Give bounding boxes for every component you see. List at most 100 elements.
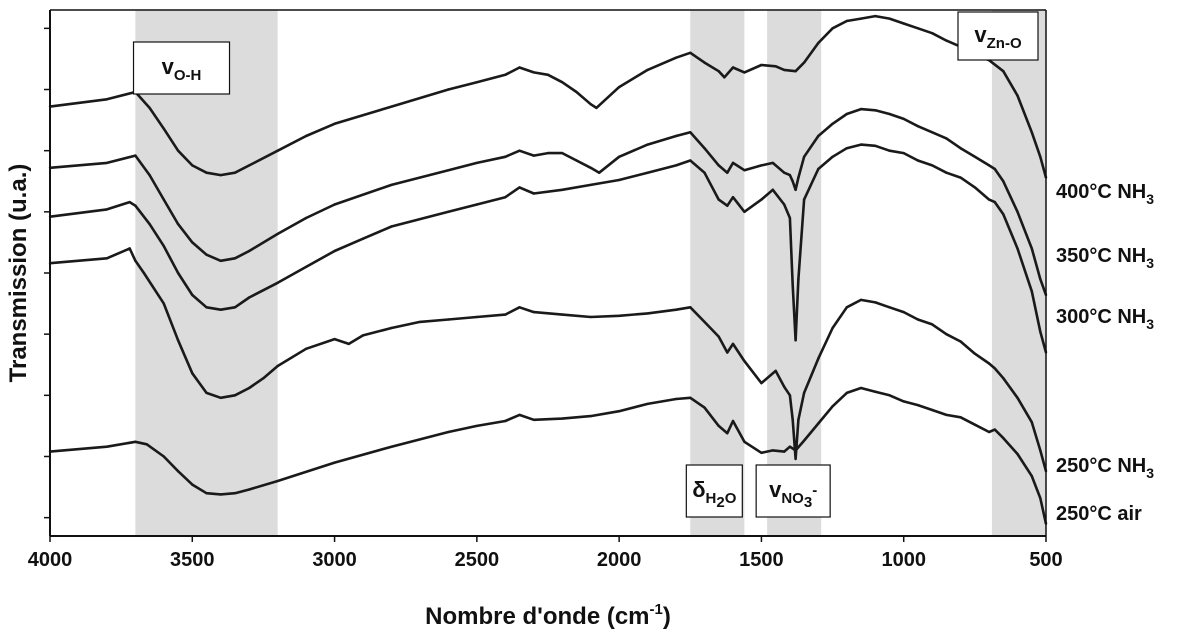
- data-point: [646, 402, 649, 406]
- data-point: [802, 391, 806, 395]
- data-point: [589, 103, 592, 106]
- data-point: [760, 198, 763, 201]
- data-point: [447, 318, 450, 321]
- data-point: [1002, 436, 1005, 440]
- series-lines: [48, 14, 1048, 525]
- data-point: [902, 310, 905, 314]
- data-point: [219, 308, 222, 311]
- data-point: [504, 419, 507, 423]
- data-point: [447, 210, 450, 213]
- data-point: [595, 106, 598, 110]
- data-point: [783, 171, 786, 174]
- data-point: [973, 155, 977, 158]
- data-point: [743, 359, 746, 363]
- data-point: [802, 155, 806, 158]
- data-point: [817, 41, 820, 45]
- x-tick-label: 1000: [881, 549, 926, 571]
- annotation-frame: [957, 11, 1039, 61]
- data-point: [931, 131, 934, 134]
- annotations: vO-H δH2O vNO3- vZn-O: [132, 11, 1039, 518]
- data-point: [987, 430, 991, 434]
- data-point: [1016, 94, 1019, 97]
- data-point: [703, 406, 706, 409]
- data-point: [561, 151, 564, 155]
- x-axis-title-sup: -1: [650, 601, 663, 618]
- data-point: [916, 27, 920, 30]
- data-point: [162, 127, 165, 130]
- data-point: [859, 386, 863, 390]
- data-point: [689, 51, 692, 54]
- data-point: [134, 154, 137, 157]
- data-point: [248, 488, 251, 491]
- data-point: [148, 106, 151, 110]
- data-point: [802, 198, 806, 201]
- data-point: [390, 225, 393, 228]
- data-point: [902, 151, 905, 155]
- data-point: [176, 339, 180, 342]
- data-point: [304, 134, 308, 138]
- data-point: [128, 247, 131, 250]
- data-point: [447, 430, 450, 434]
- data-point: [347, 342, 350, 346]
- data-point: [987, 362, 991, 365]
- x-axis-title-main: Nombre d'onde (cm: [425, 603, 649, 630]
- data-point: [518, 186, 521, 189]
- data-point: [447, 88, 450, 91]
- x-tick-label: 1500: [739, 549, 784, 571]
- data-point: [276, 232, 279, 236]
- data-point: [874, 144, 877, 147]
- data-point: [743, 210, 746, 213]
- x-ticks: 4000 3500 3000 2500 2000 1500 1000 500: [28, 536, 1063, 571]
- data-point: [674, 134, 678, 138]
- data-point: [791, 418, 794, 421]
- data-point: [945, 413, 948, 417]
- data-point: [945, 39, 948, 42]
- data-point: [1002, 70, 1005, 73]
- data-point: [191, 372, 194, 375]
- series-label-4: 400°C NH3: [1056, 181, 1154, 207]
- data-point: [617, 178, 621, 182]
- series-label-0: 250°C air: [1056, 503, 1142, 525]
- data-point: [959, 416, 962, 419]
- data-point: [689, 306, 692, 309]
- series-label-2: 300°C NH3: [1056, 306, 1154, 332]
- data-point: [575, 90, 578, 94]
- data-point: [760, 451, 763, 454]
- data-point: [617, 314, 621, 317]
- data-point: [532, 192, 535, 195]
- data-point: [205, 306, 208, 309]
- annotation-label: vZn-O: [974, 22, 1022, 52]
- data-point: [945, 171, 948, 174]
- data-point: [717, 424, 720, 428]
- data-point: [561, 417, 564, 420]
- data-point: [987, 198, 991, 201]
- annotation-label: δH2O: [692, 477, 737, 511]
- data-point: [674, 164, 678, 167]
- data-point: [134, 259, 137, 262]
- data-point: [233, 492, 237, 495]
- data-point: [945, 333, 948, 336]
- data-point: [874, 301, 877, 304]
- shaded-region-2: [767, 10, 822, 536]
- data-point: [1039, 330, 1042, 333]
- data-point: [902, 117, 905, 121]
- data-point: [333, 337, 336, 341]
- data-point: [689, 159, 692, 162]
- data-point: [148, 173, 151, 177]
- data-point: [1016, 210, 1019, 213]
- data-point: [1030, 247, 1034, 250]
- shaded-region-0: [135, 10, 278, 536]
- data-point: [817, 422, 820, 425]
- y-axis-title: Transmission (u.a.): [5, 164, 32, 383]
- data-point: [703, 171, 706, 174]
- data-point: [248, 296, 251, 299]
- data-point: [931, 323, 934, 326]
- data-point: [902, 400, 905, 403]
- annotation-box-0: vO-H: [132, 41, 231, 95]
- data-point: [1016, 396, 1019, 399]
- data-point: [191, 483, 194, 486]
- data-point: [916, 403, 920, 407]
- data-point: [304, 265, 308, 269]
- data-point: [1039, 277, 1042, 281]
- data-point: [162, 198, 165, 201]
